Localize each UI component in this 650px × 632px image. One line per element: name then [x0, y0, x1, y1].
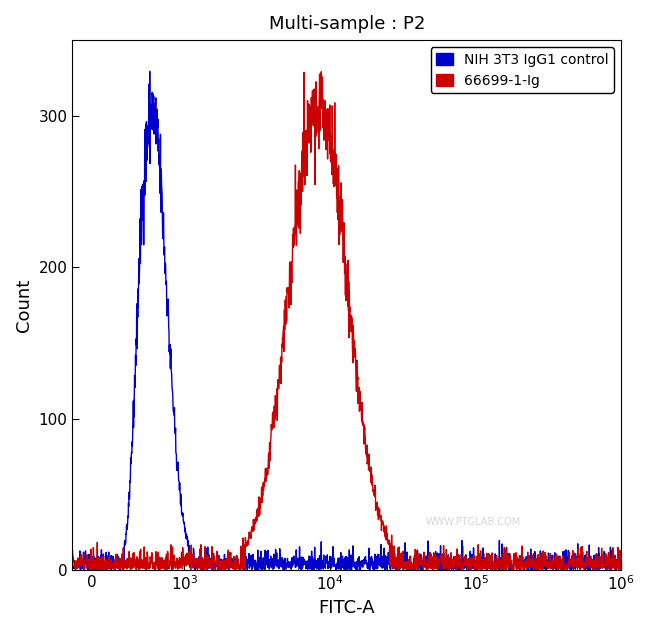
Legend: NIH 3T3 IgG1 control, 66699-1-Ig: NIH 3T3 IgG1 control, 66699-1-Ig: [431, 47, 614, 93]
66699-1-Ig: [602, 550, 610, 557]
NIH 3T3 IgG1 control: [255, 566, 263, 574]
X-axis label: FITC-A: FITC-A: [318, 599, 375, 617]
NIH 3T3 IgG1 control: [602, 554, 610, 561]
Line: NIH 3T3 IgG1 control: NIH 3T3 IgG1 control: [72, 71, 621, 570]
NIH 3T3 IgG1 control: [335, 561, 343, 569]
66699-1-Ig: [241, 566, 249, 574]
NIH 3T3 IgG1 control: [101, 561, 109, 569]
Text: WWW.PTGLAB.COM: WWW.PTGLAB.COM: [426, 517, 521, 527]
NIH 3T3 IgG1 control: [602, 566, 610, 573]
Title: Multi-sample : P2: Multi-sample : P2: [268, 15, 425, 33]
Y-axis label: Count: Count: [15, 278, 33, 332]
NIH 3T3 IgG1 control: [618, 559, 625, 566]
66699-1-Ig: [618, 566, 625, 573]
Line: 66699-1-Ig: 66699-1-Ig: [72, 72, 621, 570]
66699-1-Ig: [501, 563, 509, 571]
NIH 3T3 IgG1 control: [146, 68, 153, 75]
NIH 3T3 IgG1 control: [68, 559, 76, 567]
66699-1-Ig: [317, 68, 325, 76]
66699-1-Ig: [321, 99, 329, 107]
66699-1-Ig: [335, 193, 343, 200]
66699-1-Ig: [602, 561, 610, 568]
NIH 3T3 IgG1 control: [501, 556, 509, 563]
NIH 3T3 IgG1 control: [321, 562, 329, 569]
66699-1-Ig: [101, 559, 109, 566]
66699-1-Ig: [68, 546, 76, 554]
